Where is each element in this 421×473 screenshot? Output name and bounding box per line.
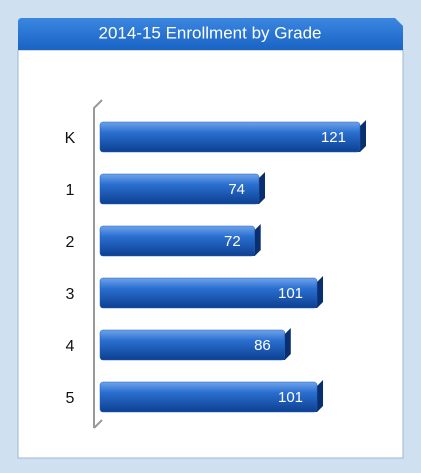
- y-tick-label: 5: [66, 390, 75, 407]
- value-label: 101: [278, 389, 303, 406]
- y-tick-label: 3: [66, 286, 75, 303]
- bar: [99, 121, 361, 153]
- value-label: 121: [321, 129, 346, 146]
- bar: [99, 173, 260, 205]
- value-label: 74: [228, 181, 245, 198]
- bar: [99, 381, 318, 413]
- chart-title: 2014-15 Enrollment by Grade: [98, 23, 321, 42]
- bar: [99, 225, 255, 257]
- y-tick-label: K: [65, 130, 76, 147]
- axis-wall: [93, 99, 103, 429]
- y-tick-label: 4: [66, 338, 75, 355]
- header: [18, 18, 403, 50]
- y-tick-label: 1: [66, 182, 75, 199]
- bar: [99, 277, 318, 309]
- value-label: 72: [224, 233, 241, 250]
- value-label: 101: [278, 285, 303, 302]
- bar: [99, 329, 286, 361]
- y-tick-label: 2: [66, 234, 75, 251]
- value-label: 86: [254, 337, 271, 354]
